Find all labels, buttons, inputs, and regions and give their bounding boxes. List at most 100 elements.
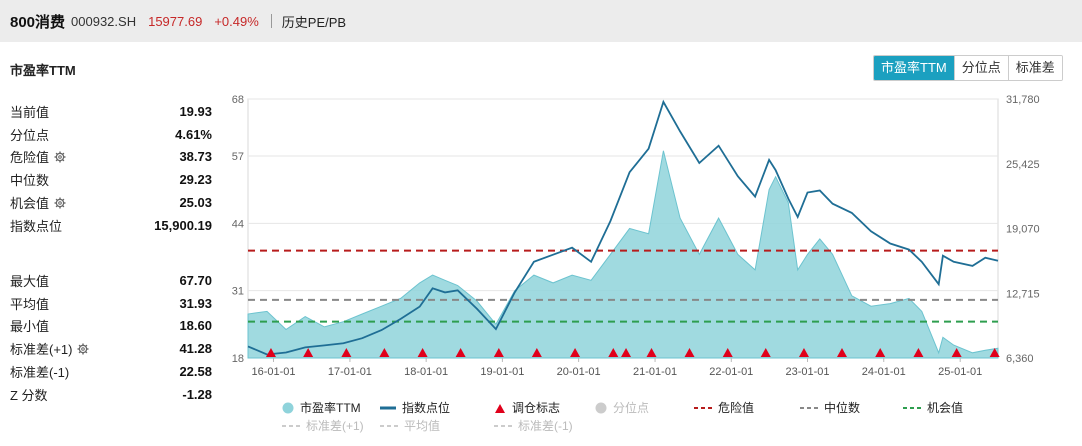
history-pe-pb-link[interactable]: 历史PE/PB xyxy=(281,14,347,30)
x-tick-label: 18-01-01 xyxy=(404,366,448,378)
rebalance-marker xyxy=(341,348,352,357)
index-line-series xyxy=(247,99,999,356)
legend-std-plus[interactable]: 标准差(+1) xyxy=(282,417,364,434)
rebalance-marker xyxy=(684,348,695,357)
stat-value: 19.93 xyxy=(179,103,212,119)
section-title: 市盈率TTM xyxy=(10,63,76,78)
tab-percentile[interactable]: 分位点 xyxy=(953,56,1008,80)
stat-label: 分位点 xyxy=(10,125,49,144)
rebalance-marker xyxy=(570,348,581,357)
stat-row: 标准差(+1) 41.28 xyxy=(10,337,212,360)
stat-row: 标准差(-1) 22.58 xyxy=(10,360,212,383)
stat-label: 指数点位 xyxy=(10,216,62,235)
stat-label-text: 最大值 xyxy=(10,273,50,289)
stat-label: 标准差(-1) xyxy=(10,362,69,381)
stat-row: 危险值 38.73 xyxy=(10,146,212,169)
rebalance-marker xyxy=(455,348,466,357)
pe-area-series xyxy=(247,150,999,359)
rebalance-marker xyxy=(608,348,619,357)
stat-row: 机会值 25.03 xyxy=(10,191,212,214)
stat-label: 当前值 xyxy=(10,102,49,121)
x-tick-label: 21-01-01 xyxy=(633,366,677,378)
stat-row: 指数点位 15,900.19 xyxy=(10,214,212,237)
legend-average[interactable]: 平均值 xyxy=(380,417,440,434)
stat-value: 22.58 xyxy=(179,364,212,380)
stat-value: 4.61% xyxy=(175,126,212,142)
legend-label: 机会值 xyxy=(927,401,964,415)
stat-value: 67.70 xyxy=(179,272,212,288)
legend-pe-ttm[interactable]: 市盈率TTM xyxy=(282,399,361,416)
legend-symbol-icon xyxy=(380,406,396,409)
legend-symbol-icon xyxy=(380,424,398,427)
stat-value: 41.28 xyxy=(179,341,212,357)
legend-label: 调仓标志 xyxy=(512,401,561,415)
legend-symbol-icon xyxy=(282,402,294,413)
stat-label-text: 分位点 xyxy=(10,127,50,143)
left-tick-label: 57 xyxy=(232,151,244,163)
right-tick-label: 19,070 xyxy=(1006,224,1040,236)
stats-panel-top: 当前值 19.93 分位点 4.61% 危险值 38.73 中位数 29.23 机会值 25.03… xyxy=(10,100,212,237)
stat-row: 平均值 31.93 xyxy=(10,292,212,315)
stat-label-text: 标准差(+1) xyxy=(10,342,73,358)
stat-label-text: 危险值 xyxy=(10,150,50,166)
legend-symbol-icon xyxy=(495,403,505,413)
stat-label: Z 分数 xyxy=(10,385,48,404)
rebalance-marker xyxy=(951,348,962,357)
rebalance-marker xyxy=(722,348,733,357)
metric-tabs: 市盈率TTM 分位点 标准差 xyxy=(873,55,1063,81)
stat-label: 平均值 xyxy=(10,294,49,313)
rebalance-marker xyxy=(493,348,504,357)
stat-value: 25.03 xyxy=(179,195,212,211)
rebalance-marker xyxy=(989,348,1000,357)
legend-symbol-icon xyxy=(494,424,512,427)
stat-row: 中位数 29.23 xyxy=(10,168,212,191)
right-tick-label: 6,360 xyxy=(1006,353,1034,365)
legend-std-minus[interactable]: 标准差(-1) xyxy=(494,417,573,434)
rebalance-marker xyxy=(913,348,924,357)
rebalance-marker xyxy=(836,348,847,357)
legend-label: 危险值 xyxy=(718,401,755,415)
stat-label: 危险值 xyxy=(10,147,66,166)
stat-row: 分位点 4.61% xyxy=(10,123,212,146)
legend-rebalance[interactable]: 调仓标志 xyxy=(494,399,560,416)
pe-chart: 68 57 44 31 18 31,780 25,425 19,070 12,715 6,360 1… xyxy=(232,94,1040,378)
header-bar: 800消费 000932.SH 15977.69 +0.49% 历史PE/PB xyxy=(0,0,1082,42)
left-tick-label: 44 xyxy=(232,218,244,230)
gear-icon[interactable] xyxy=(77,343,89,355)
header-divider xyxy=(270,14,272,28)
legend-label: 标准差(-1) xyxy=(518,419,573,433)
stat-label-text: 当前值 xyxy=(10,104,50,120)
legend-label: 市盈率TTM xyxy=(300,401,361,415)
legend-label: 分位点 xyxy=(613,401,650,415)
tab-pe-ttm[interactable]: 市盈率TTM xyxy=(874,56,954,80)
stat-label: 标准差(+1) xyxy=(10,339,89,358)
legend-symbol-icon xyxy=(903,406,921,409)
gear-icon[interactable] xyxy=(54,151,66,163)
legend-median[interactable]: 中位数 xyxy=(800,399,860,416)
stat-label: 最小值 xyxy=(10,316,49,335)
right-tick-label: 31,780 xyxy=(1006,94,1040,106)
legend-opportunity[interactable]: 机会值 xyxy=(903,399,963,416)
x-tick-label: 19-01-01 xyxy=(480,366,524,378)
stat-row: 当前值 19.93 xyxy=(10,100,212,123)
rebalance-marker xyxy=(303,348,314,357)
stat-label: 中位数 xyxy=(10,170,49,189)
gear-icon[interactable] xyxy=(54,197,66,209)
rebalance-marker xyxy=(621,348,632,357)
x-tick-label: 24-01-01 xyxy=(862,366,906,378)
left-tick-label: 68 xyxy=(232,94,244,106)
right-tick-label: 25,425 xyxy=(1006,159,1040,171)
rebalance-marker xyxy=(417,348,428,357)
rebalance-marker xyxy=(760,348,771,357)
legend-label: 中位数 xyxy=(824,401,861,415)
index-code: 000932.SH xyxy=(71,13,137,29)
legend-percentile[interactable]: 分位点 xyxy=(595,399,649,416)
stat-value: 18.60 xyxy=(179,318,212,334)
legend-danger[interactable]: 危险值 xyxy=(694,399,754,416)
tab-std-dev[interactable]: 标准差 xyxy=(1007,56,1062,80)
stat-row: 最大值 67.70 xyxy=(10,269,212,292)
legend-index[interactable]: 指数点位 xyxy=(380,399,450,416)
x-tick-label: 23-01-01 xyxy=(786,366,830,378)
x-tick-label: 22-01-01 xyxy=(709,366,753,378)
stat-value: -1.28 xyxy=(182,386,212,402)
